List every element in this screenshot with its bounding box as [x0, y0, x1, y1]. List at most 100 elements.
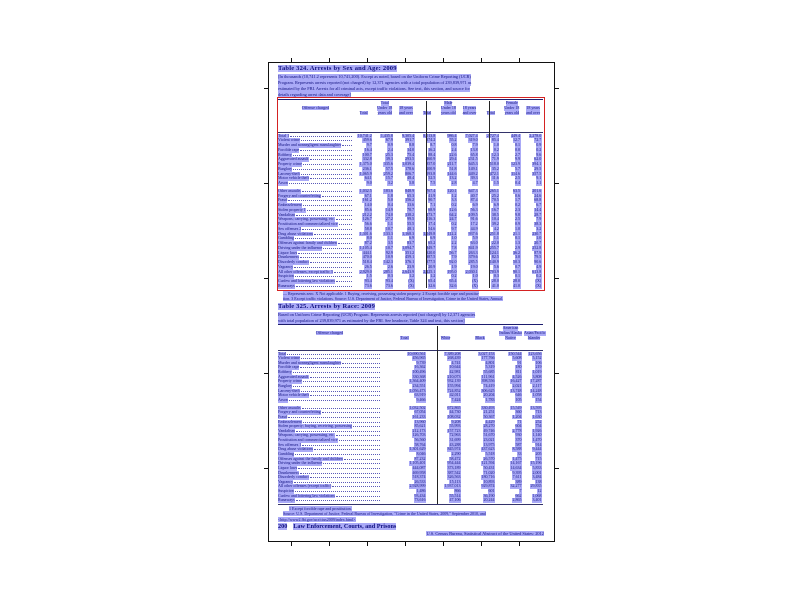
value-cell: 106 [524, 360, 544, 366]
value-cell: 0.2 [438, 222, 459, 227]
value-cell: 929,874 [463, 484, 497, 490]
offense-label: Offenses against the family and children [278, 456, 343, 462]
value-cell: 180 [497, 365, 524, 371]
table324-row: Offenses against family and children 87.2… [278, 241, 544, 246]
value-cell: 85.6 [353, 207, 374, 213]
cell-value: 92.0 [448, 259, 457, 265]
table324-head-grid: Offense charged Total Male Female Total Unde… [278, 100, 544, 116]
value-cell: 183.6 [374, 188, 395, 194]
value-cell: 50,431 [463, 465, 497, 471]
value-cell: 449.2 [459, 171, 480, 177]
table325-row: Murder and nonnegligent manslaughter 9,73… [278, 360, 544, 366]
value-cell: 36.2 [501, 250, 522, 256]
cell-value: 459.6 [362, 137, 373, 143]
value-cell: 44.9 [459, 226, 480, 232]
cell-value: 180,716 [481, 474, 495, 480]
cell-value: 92.9 [385, 249, 394, 256]
offense-label-cell: Forcible rape [278, 147, 353, 153]
offense-label: Drug abuse violations [278, 447, 314, 452]
cell-value: 32.6 [427, 282, 436, 289]
table324-sub-head: Total [480, 106, 501, 116]
cell-value: 459.1 [404, 254, 415, 260]
value-cell: 1,049.8 [417, 231, 438, 237]
value-cell: 64.2 [438, 212, 459, 218]
cell-value: 374.2 [425, 137, 436, 143]
table324-row: Violent crime 459.6 67.9 391.7 374.2 55.2 319.… [278, 138, 544, 143]
value-cell: 54.6 [417, 226, 438, 232]
cell-value: 87.2 [364, 240, 373, 246]
cell-value: 604 [515, 423, 522, 429]
value-cell: 36,190 [463, 493, 497, 499]
cell-value: 2,278.0 [528, 132, 542, 139]
value-cell: 17.2 [459, 222, 480, 227]
value-cell: 260.9 [417, 157, 438, 162]
cell-value: 100,496 [412, 369, 426, 375]
value-cell: 50.3 [501, 260, 522, 265]
cell-value: 142.3 [383, 259, 394, 265]
cell-value: 10.7 [385, 225, 394, 232]
value-cell: 0.1 [501, 236, 522, 241]
cell-value: 398,556 [481, 378, 495, 384]
offense-label: Arson [278, 397, 288, 403]
value-cell: 1.2 [438, 193, 459, 199]
value-cell: 62.0 [523, 157, 544, 162]
cell-value: 3.0 [514, 254, 521, 260]
value-cell: 932,139 [428, 379, 463, 384]
value-cell: 848.9 [395, 188, 416, 194]
cell-value: 26.5 [364, 263, 373, 270]
value-cell: 150,544 [497, 351, 524, 357]
value-cell: 849.7 [417, 245, 438, 251]
axis-tick-bottom [291, 542, 292, 546]
dot-leader [302, 421, 380, 423]
value-cell: 470.0 [353, 255, 374, 260]
table324-row: Curfew and loitering law violations 93.4 9… [278, 279, 544, 284]
value-cell: 91 [497, 360, 524, 366]
value-cell: 20.7 [523, 241, 544, 246]
cell-value: 5,152 [532, 355, 542, 361]
cell-value: 806.7 [404, 170, 415, 177]
table324-title-text: Table 324. Arrests by Sex and Age: 2009 [278, 65, 397, 72]
axis-tick-bottom [405, 542, 406, 546]
cell-value: 1.1 [387, 235, 394, 241]
table325-row: Vandalism 212,173 157,723 49,746 2,778 1,926 [278, 428, 544, 434]
cell-value: 10.7 [385, 244, 394, 251]
table325-row: Drunkenness 469,958 387,542 71,020 9,395 2,00… [278, 470, 544, 476]
axis-tick-right [555, 468, 559, 469]
table325-row: Robbery 100,496 42,981 55,685 811 1,019 [278, 369, 544, 375]
cell-value: 63.0 [470, 240, 479, 246]
value-cell: 41.9 [417, 193, 438, 199]
cell-value: 41.0 [491, 282, 500, 289]
dot-leader [300, 140, 352, 142]
cell-value: 7.9 [472, 142, 479, 148]
offense-label-cell: Prostitution and commercialized vice [278, 438, 381, 443]
cell-value: 21.1 [512, 230, 521, 237]
value-cell: 7 [497, 489, 524, 494]
value-cell: 212.2 [353, 212, 374, 218]
value-cell: 144.6 [438, 171, 459, 177]
value-cell: 23.9 [395, 264, 416, 270]
cell-value: 1.1 [535, 180, 542, 186]
cell-value: 2.6 [387, 263, 394, 270]
value-cell: 73.6 [374, 283, 395, 289]
value-cell: 90.7 [417, 198, 438, 203]
cell-value: 13,748 [510, 387, 522, 394]
value-cell: 0.0 [501, 147, 522, 153]
cell-value: 177,766 [481, 355, 495, 361]
value-cell: 26,533 [381, 479, 428, 485]
cell-value: 0.6 [514, 192, 521, 199]
value-cell: 8,588 [497, 447, 524, 452]
table324-row: Aggravated assault 332.8 39.3 293.5 260.9 29.… [278, 157, 544, 162]
value-cell: 3.3 [438, 198, 459, 203]
cell-value: 713 [535, 409, 542, 415]
sub-head-line: and over [526, 109, 541, 116]
cell-value: 65.3 [406, 192, 415, 199]
value-cell: 2,290 [428, 451, 463, 457]
value-cell: 154 [524, 397, 544, 403]
value-cell: 51.8 [438, 166, 459, 172]
value-cell: 9.8 [501, 212, 522, 218]
cell-value: 841.9 [468, 244, 479, 251]
value-cell: 1,364,409 [381, 379, 428, 384]
value-cell: 231.5 [459, 157, 480, 162]
cell-value: 387.5 [425, 254, 436, 260]
cell-value: 7.1 [429, 202, 436, 208]
